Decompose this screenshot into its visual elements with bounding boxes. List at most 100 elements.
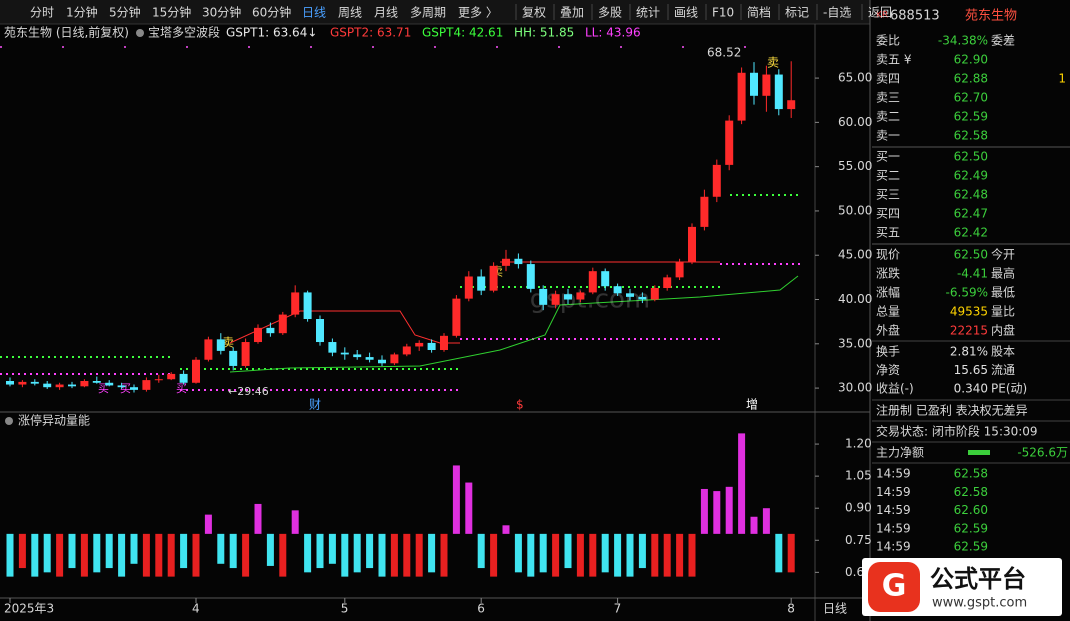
candle-body <box>216 339 225 351</box>
toolbar-button[interactable]: 分时 <box>30 6 54 20</box>
candle-body <box>787 100 796 110</box>
x-tick-label: 7 <box>614 602 622 616</box>
trade-price: 62.59 <box>954 521 988 535</box>
volume-bar <box>378 533 386 577</box>
bid-label: 买一 <box>876 150 900 164</box>
toolbar-button[interactable]: F10 <box>712 6 734 20</box>
bid-label: 买五 <box>876 226 900 240</box>
candle-body <box>105 382 114 386</box>
volume-bar <box>490 533 498 577</box>
volume-bar <box>217 533 225 564</box>
trade-price: 62.58 <box>954 467 988 481</box>
toolbar-bg <box>0 0 870 24</box>
toolbar-button[interactable]: 画线 <box>674 6 698 20</box>
candle-body <box>613 286 622 294</box>
toolbar-button[interactable]: 月线 <box>374 6 398 20</box>
status: 交易状态: 闭市阶段 15:30:09 <box>876 424 1038 439</box>
toolbar-button[interactable]: 返回 <box>868 6 892 20</box>
candle-body <box>316 319 324 343</box>
x-tick-label: 5 <box>341 602 349 616</box>
volume-bar <box>93 533 101 573</box>
toolbar-button[interactable]: 复权 <box>522 6 546 20</box>
stock-code: 688513 <box>890 9 940 24</box>
stat-value: 22215 <box>950 324 988 338</box>
volume-bar <box>316 533 324 569</box>
toolbar-button[interactable]: 多股 <box>598 6 622 20</box>
stat-label: 今开 <box>991 247 1015 262</box>
legend-entry: HH: 51.85 <box>514 26 574 40</box>
x-tick-label: 6 <box>477 602 485 616</box>
logo-url: www.gspt.com <box>932 596 1027 611</box>
volume-bar <box>465 482 473 534</box>
bid-price: 62.48 <box>954 188 988 202</box>
stat-value: 15.65 <box>954 363 988 377</box>
market-tag: KR <box>876 11 888 21</box>
toolbar-button[interactable]: 简档 <box>747 6 771 20</box>
toolbar-button[interactable]: 5分钟 <box>109 5 141 20</box>
toolbar-button[interactable]: 30分钟 <box>202 5 241 20</box>
stat-value: 2.81% <box>950 345 988 359</box>
candle-body <box>303 292 312 319</box>
ask-price: 62.70 <box>954 91 988 105</box>
candle-body <box>6 381 14 385</box>
stat-label: 涨跌 <box>876 266 900 281</box>
x-tick-label: 2025年3 <box>4 602 54 616</box>
trade-time: 14:59 <box>876 521 911 535</box>
toolbar-button[interactable]: -自选 <box>823 6 851 20</box>
toolbar-button[interactable]: 统计 <box>636 6 660 20</box>
toolbar-button[interactable]: 日线 <box>302 6 326 20</box>
trade-time: 14:59 <box>876 467 911 481</box>
candle-body <box>638 296 647 300</box>
toolbar-button[interactable]: 1分钟 <box>66 5 98 20</box>
logo-glyph: G <box>882 569 907 604</box>
volume-bar <box>688 533 696 577</box>
volume-bar <box>663 533 671 577</box>
label: 委差 <box>991 34 1015 48</box>
buy-signal: 买 <box>98 382 109 395</box>
stat-label: 换手 <box>876 345 900 359</box>
indicator-icon <box>5 417 13 425</box>
chart-title: 苑东生物 (日线,前复权) <box>4 25 129 40</box>
volume-bar <box>700 488 708 534</box>
stat-label: 流通 <box>991 363 1015 377</box>
toolbar-button[interactable]: 更多 〉 <box>458 6 498 20</box>
candle-body <box>415 342 424 347</box>
volume-bar <box>105 533 113 569</box>
buy-signal: 买 <box>176 382 187 395</box>
ask-label: 卖四 <box>876 72 900 86</box>
bid-price: 62.50 <box>954 150 988 164</box>
y-tick-label: 65.00 <box>838 71 872 85</box>
toolbar-button[interactable]: 多周期 <box>410 6 446 20</box>
candle-body <box>117 385 126 388</box>
volume-bar <box>403 533 411 577</box>
candle-body <box>130 387 138 390</box>
stat-label: 净资 <box>876 363 900 377</box>
toolbar-button[interactable]: 60分钟 <box>252 5 291 20</box>
volume-bar <box>651 533 659 577</box>
stat-label: 外盘 <box>876 323 900 338</box>
candle-body <box>588 271 597 293</box>
y-tick-label: 0.6 <box>845 565 864 579</box>
y-tick-label: 50.00 <box>838 203 872 217</box>
stat-label: 量比 <box>991 305 1015 319</box>
candle-body <box>576 292 585 300</box>
toolbar-button[interactable]: 周线 <box>338 6 362 20</box>
toolbar-button[interactable]: 叠加 <box>560 6 584 20</box>
stat-label: 最高 <box>991 266 1015 281</box>
sell-signal: 卖 <box>767 56 779 70</box>
volume-bar <box>242 533 250 577</box>
volume-bar <box>328 533 336 564</box>
volume-bar <box>43 533 51 573</box>
event-mark: 财 <box>309 398 321 412</box>
candle-body <box>142 380 151 390</box>
ask-label: 卖三 <box>876 91 900 105</box>
stat-value: 62.50 <box>954 248 988 262</box>
tags: 注册制 已盈利 表决权无差异 <box>876 403 1028 418</box>
trade-price: 62.60 <box>954 503 988 517</box>
toolbar-button[interactable]: 15分钟 <box>152 5 191 20</box>
volume-bar <box>564 533 572 569</box>
stat-label: 内盘 <box>991 323 1015 338</box>
toolbar-button[interactable]: 标记 <box>785 6 809 20</box>
candle-body <box>167 373 176 380</box>
stat-label: PE(动) <box>991 382 1027 396</box>
